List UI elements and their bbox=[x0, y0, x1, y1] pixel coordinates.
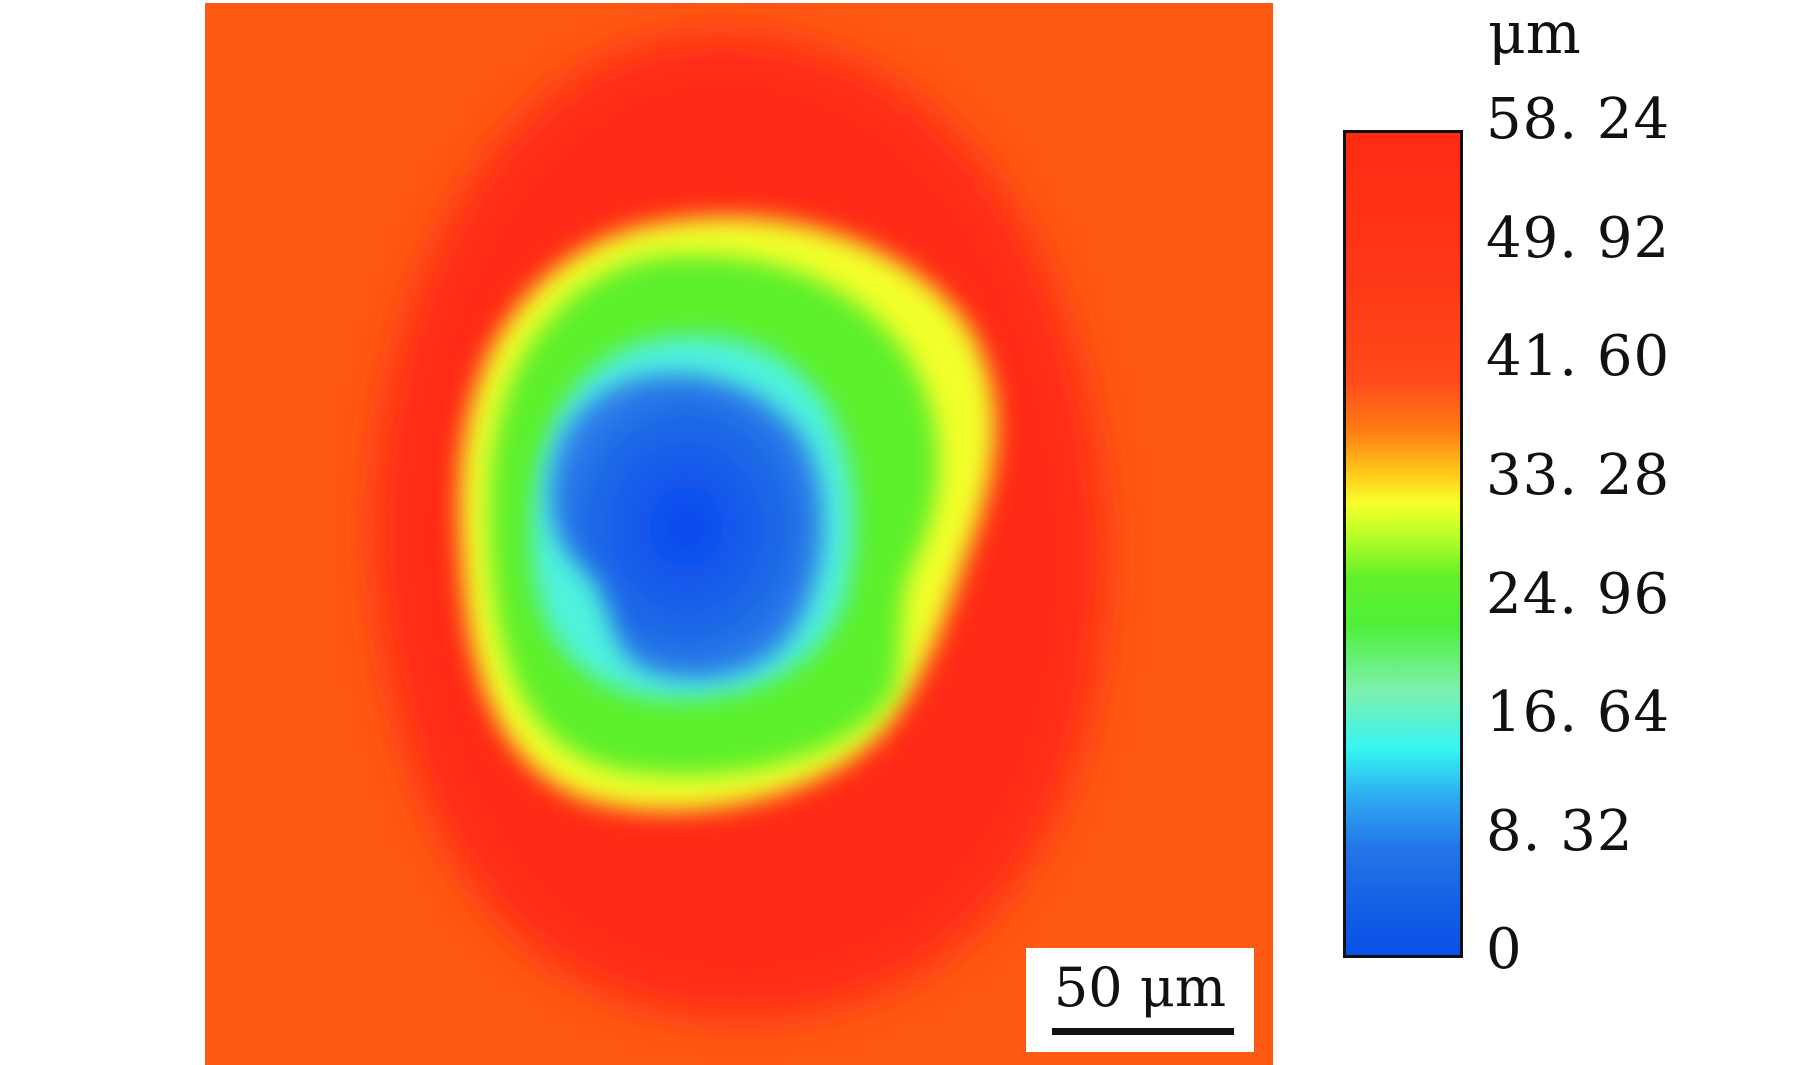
colorbar-unit: μm bbox=[1488, 0, 1581, 67]
colorbar-tick-label: 8. 32 bbox=[1486, 799, 1634, 864]
colorbar bbox=[1343, 130, 1463, 958]
scale-bar: 50 μm bbox=[1026, 948, 1254, 1052]
colorbar-tick-label: 24. 96 bbox=[1486, 562, 1671, 627]
colorbar-tick-label: 0 bbox=[1486, 917, 1523, 982]
colorbar-tick-label: 49. 92 bbox=[1486, 206, 1671, 271]
scale-bar-label: 50 μm bbox=[1053, 956, 1227, 1019]
colorbar-tick-label: 41. 60 bbox=[1486, 324, 1671, 389]
height-map-image bbox=[205, 3, 1273, 1065]
scale-bar-line bbox=[1052, 1028, 1234, 1035]
colorbar-tick-label: 33. 28 bbox=[1486, 443, 1671, 508]
colorbar-tick-label: 16. 64 bbox=[1486, 680, 1671, 745]
blue-core bbox=[549, 373, 824, 680]
colorbar-tick-label: 58. 24 bbox=[1486, 87, 1671, 152]
